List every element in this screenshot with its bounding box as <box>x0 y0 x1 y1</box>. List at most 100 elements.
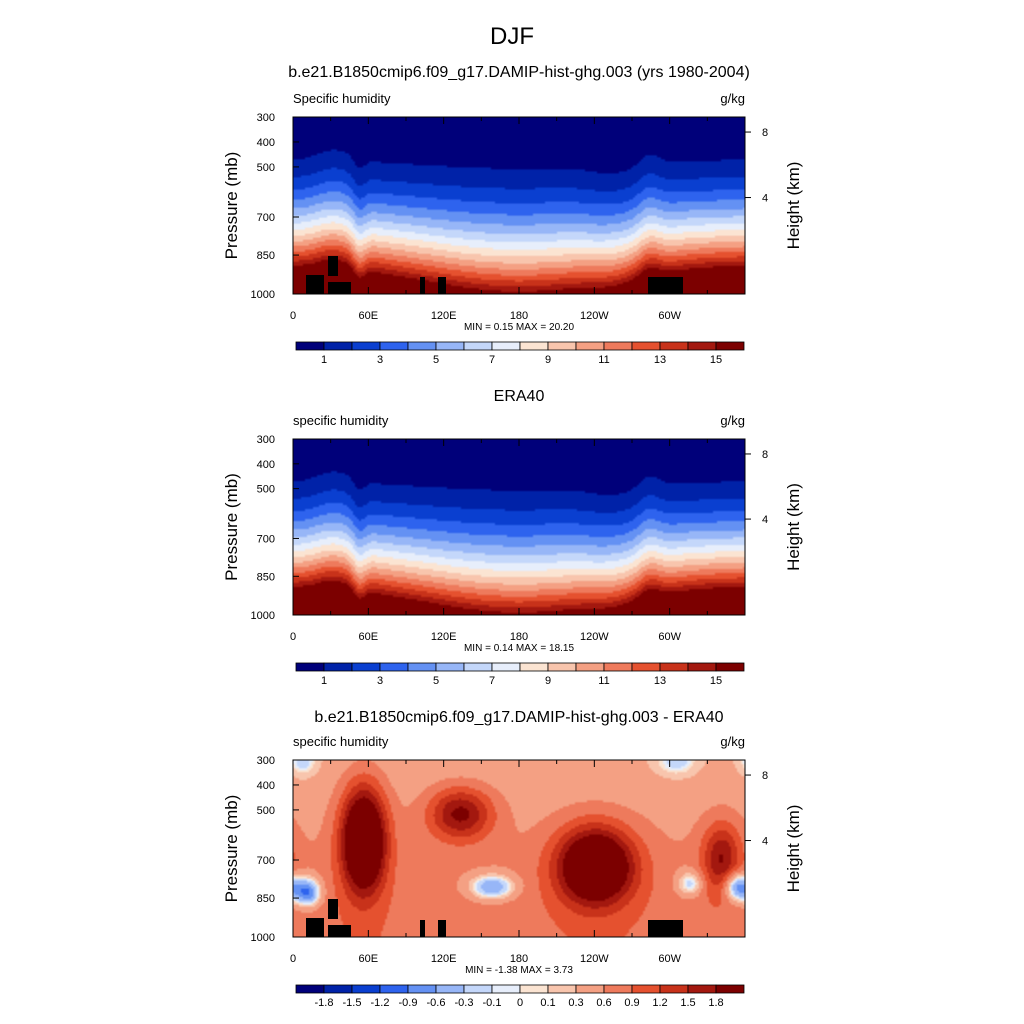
colorbar-swatch <box>407 984 437 994</box>
colorbar-swatch <box>519 662 549 672</box>
colorbar-swatch <box>351 984 381 994</box>
units-label: g/kg <box>720 91 745 106</box>
x-tick-label: 120W <box>580 953 609 965</box>
colorbar-label: 11 <box>598 675 609 687</box>
colorbar-swatch <box>463 984 493 994</box>
terrain-mask <box>328 282 351 294</box>
y-right-tick-label: 8 <box>762 127 768 139</box>
x-tick-label: 180 <box>510 310 528 322</box>
heatmap-field <box>293 760 745 937</box>
colorbar-swatch <box>435 341 465 351</box>
colorbar-swatch <box>715 341 745 351</box>
y-tick-label: 850 <box>257 250 275 262</box>
colorbar-label: 1 <box>321 675 327 687</box>
terrain-mask <box>648 920 683 937</box>
colorbar-swatch <box>379 984 409 994</box>
colorbar-swatch <box>547 984 577 994</box>
y-right-tick-label: 8 <box>762 770 768 782</box>
y-axis-title: Pressure (mb) <box>222 473 241 581</box>
colorbar-swatch <box>519 341 549 351</box>
y-tick-label: 300 <box>257 434 275 446</box>
colorbar-label: -1.5 <box>343 997 362 1009</box>
y-tick-label: 850 <box>257 571 275 583</box>
terrain-mask <box>648 277 683 294</box>
x-tick-label: 180 <box>510 953 528 965</box>
terrain-mask <box>306 275 324 294</box>
x-tick-label: 0 <box>290 953 296 965</box>
variable-label: specific humidity <box>293 413 389 428</box>
colorbar-swatch <box>463 341 493 351</box>
terrain-mask <box>328 925 351 937</box>
colorbar-swatch <box>323 662 353 672</box>
min-max-label: MIN = 0.15 MAX = 20.20 <box>464 322 574 333</box>
y-right-tick-label: 4 <box>762 836 768 848</box>
colorbar-swatch <box>351 662 381 672</box>
colorbar-swatch <box>351 341 381 351</box>
colorbar-label: 15 <box>710 354 722 366</box>
variable-label: Specific humidity <box>293 91 391 106</box>
x-tick-label: 180 <box>510 631 528 643</box>
colorbar-label: -0.3 <box>455 997 474 1009</box>
colorbar-swatch <box>435 662 465 672</box>
colorbar-swatch <box>575 984 605 994</box>
y-tick-label: 400 <box>257 780 275 792</box>
colorbar-swatch <box>659 984 689 994</box>
colorbar-swatch <box>687 984 717 994</box>
panel-2: ERA40 specific humidity g/kg 0 60E 120E 180 120… <box>222 388 803 687</box>
x-tick-label: 60E <box>359 953 379 965</box>
x-tick-label: 0 <box>290 631 296 643</box>
x-tick-label: 60W <box>658 310 681 322</box>
y-tick-label: 500 <box>257 162 275 174</box>
x-tick-label: 120E <box>431 953 457 965</box>
colorbar-label: 7 <box>489 354 495 366</box>
colorbar-label: 5 <box>433 675 439 687</box>
terrain-mask <box>438 920 446 937</box>
colorbar-label: 11 <box>598 354 609 366</box>
colorbar-swatch <box>407 662 437 672</box>
terrain-mask <box>328 899 338 919</box>
variable-label: specific humidity <box>293 734 389 749</box>
colorbar-label: 5 <box>433 354 439 366</box>
colorbar-swatch <box>631 662 661 672</box>
y-right-axis-title: Height (km) <box>784 483 803 571</box>
colorbar-label: 3 <box>377 354 383 366</box>
terrain-mask <box>438 277 446 294</box>
x-tick-label: 60E <box>359 310 379 322</box>
colorbar-label: 9 <box>545 354 551 366</box>
heatmap-field <box>293 439 745 615</box>
y-tick-label: 1000 <box>251 932 275 944</box>
colorbar-swatch <box>631 984 661 994</box>
colorbar-label: 3 <box>377 675 383 687</box>
colorbar-swatch <box>379 341 409 351</box>
colorbar-swatch <box>575 341 605 351</box>
y-tick-label: 1000 <box>251 289 275 301</box>
y-tick-label: 700 <box>257 855 275 867</box>
y-tick-label: 1000 <box>251 610 275 622</box>
colorbar-swatch <box>491 984 521 994</box>
x-tick-label: 0 <box>290 310 296 322</box>
colorbar-swatch <box>547 341 577 351</box>
min-max-label: MIN = 0.14 MAX = 18.15 <box>464 643 574 654</box>
colorbar-label: 0.6 <box>596 997 611 1009</box>
colorbar-swatch <box>659 662 689 672</box>
colorbar-swatch <box>715 662 745 672</box>
colorbar-label: 0 <box>517 997 523 1009</box>
terrain-mask <box>420 277 425 294</box>
colorbar-label: -1.2 <box>371 997 390 1009</box>
y-tick-label: 500 <box>257 484 275 496</box>
y-axis-title: Pressure (mb) <box>222 795 241 903</box>
colorbar-swatch <box>519 984 549 994</box>
y-tick-label: 300 <box>257 112 275 124</box>
colorbar-label: 0.9 <box>624 997 639 1009</box>
panel-3: b.e21.B1850cmip6.f09_g17.DAMIP-hist-ghg.… <box>222 709 803 1009</box>
units-label: g/kg <box>720 734 745 749</box>
x-tick-label: 60E <box>359 631 379 643</box>
y-axis-title: Pressure (mb) <box>222 152 241 260</box>
y-tick-label: 400 <box>257 137 275 149</box>
colorbar-swatch <box>491 662 521 672</box>
colorbar-swatch <box>603 662 633 672</box>
y-tick-label: 850 <box>257 893 275 905</box>
y-tick-label: 500 <box>257 805 275 817</box>
units-label: g/kg <box>720 413 745 428</box>
colorbar-label: 0.3 <box>568 997 583 1009</box>
